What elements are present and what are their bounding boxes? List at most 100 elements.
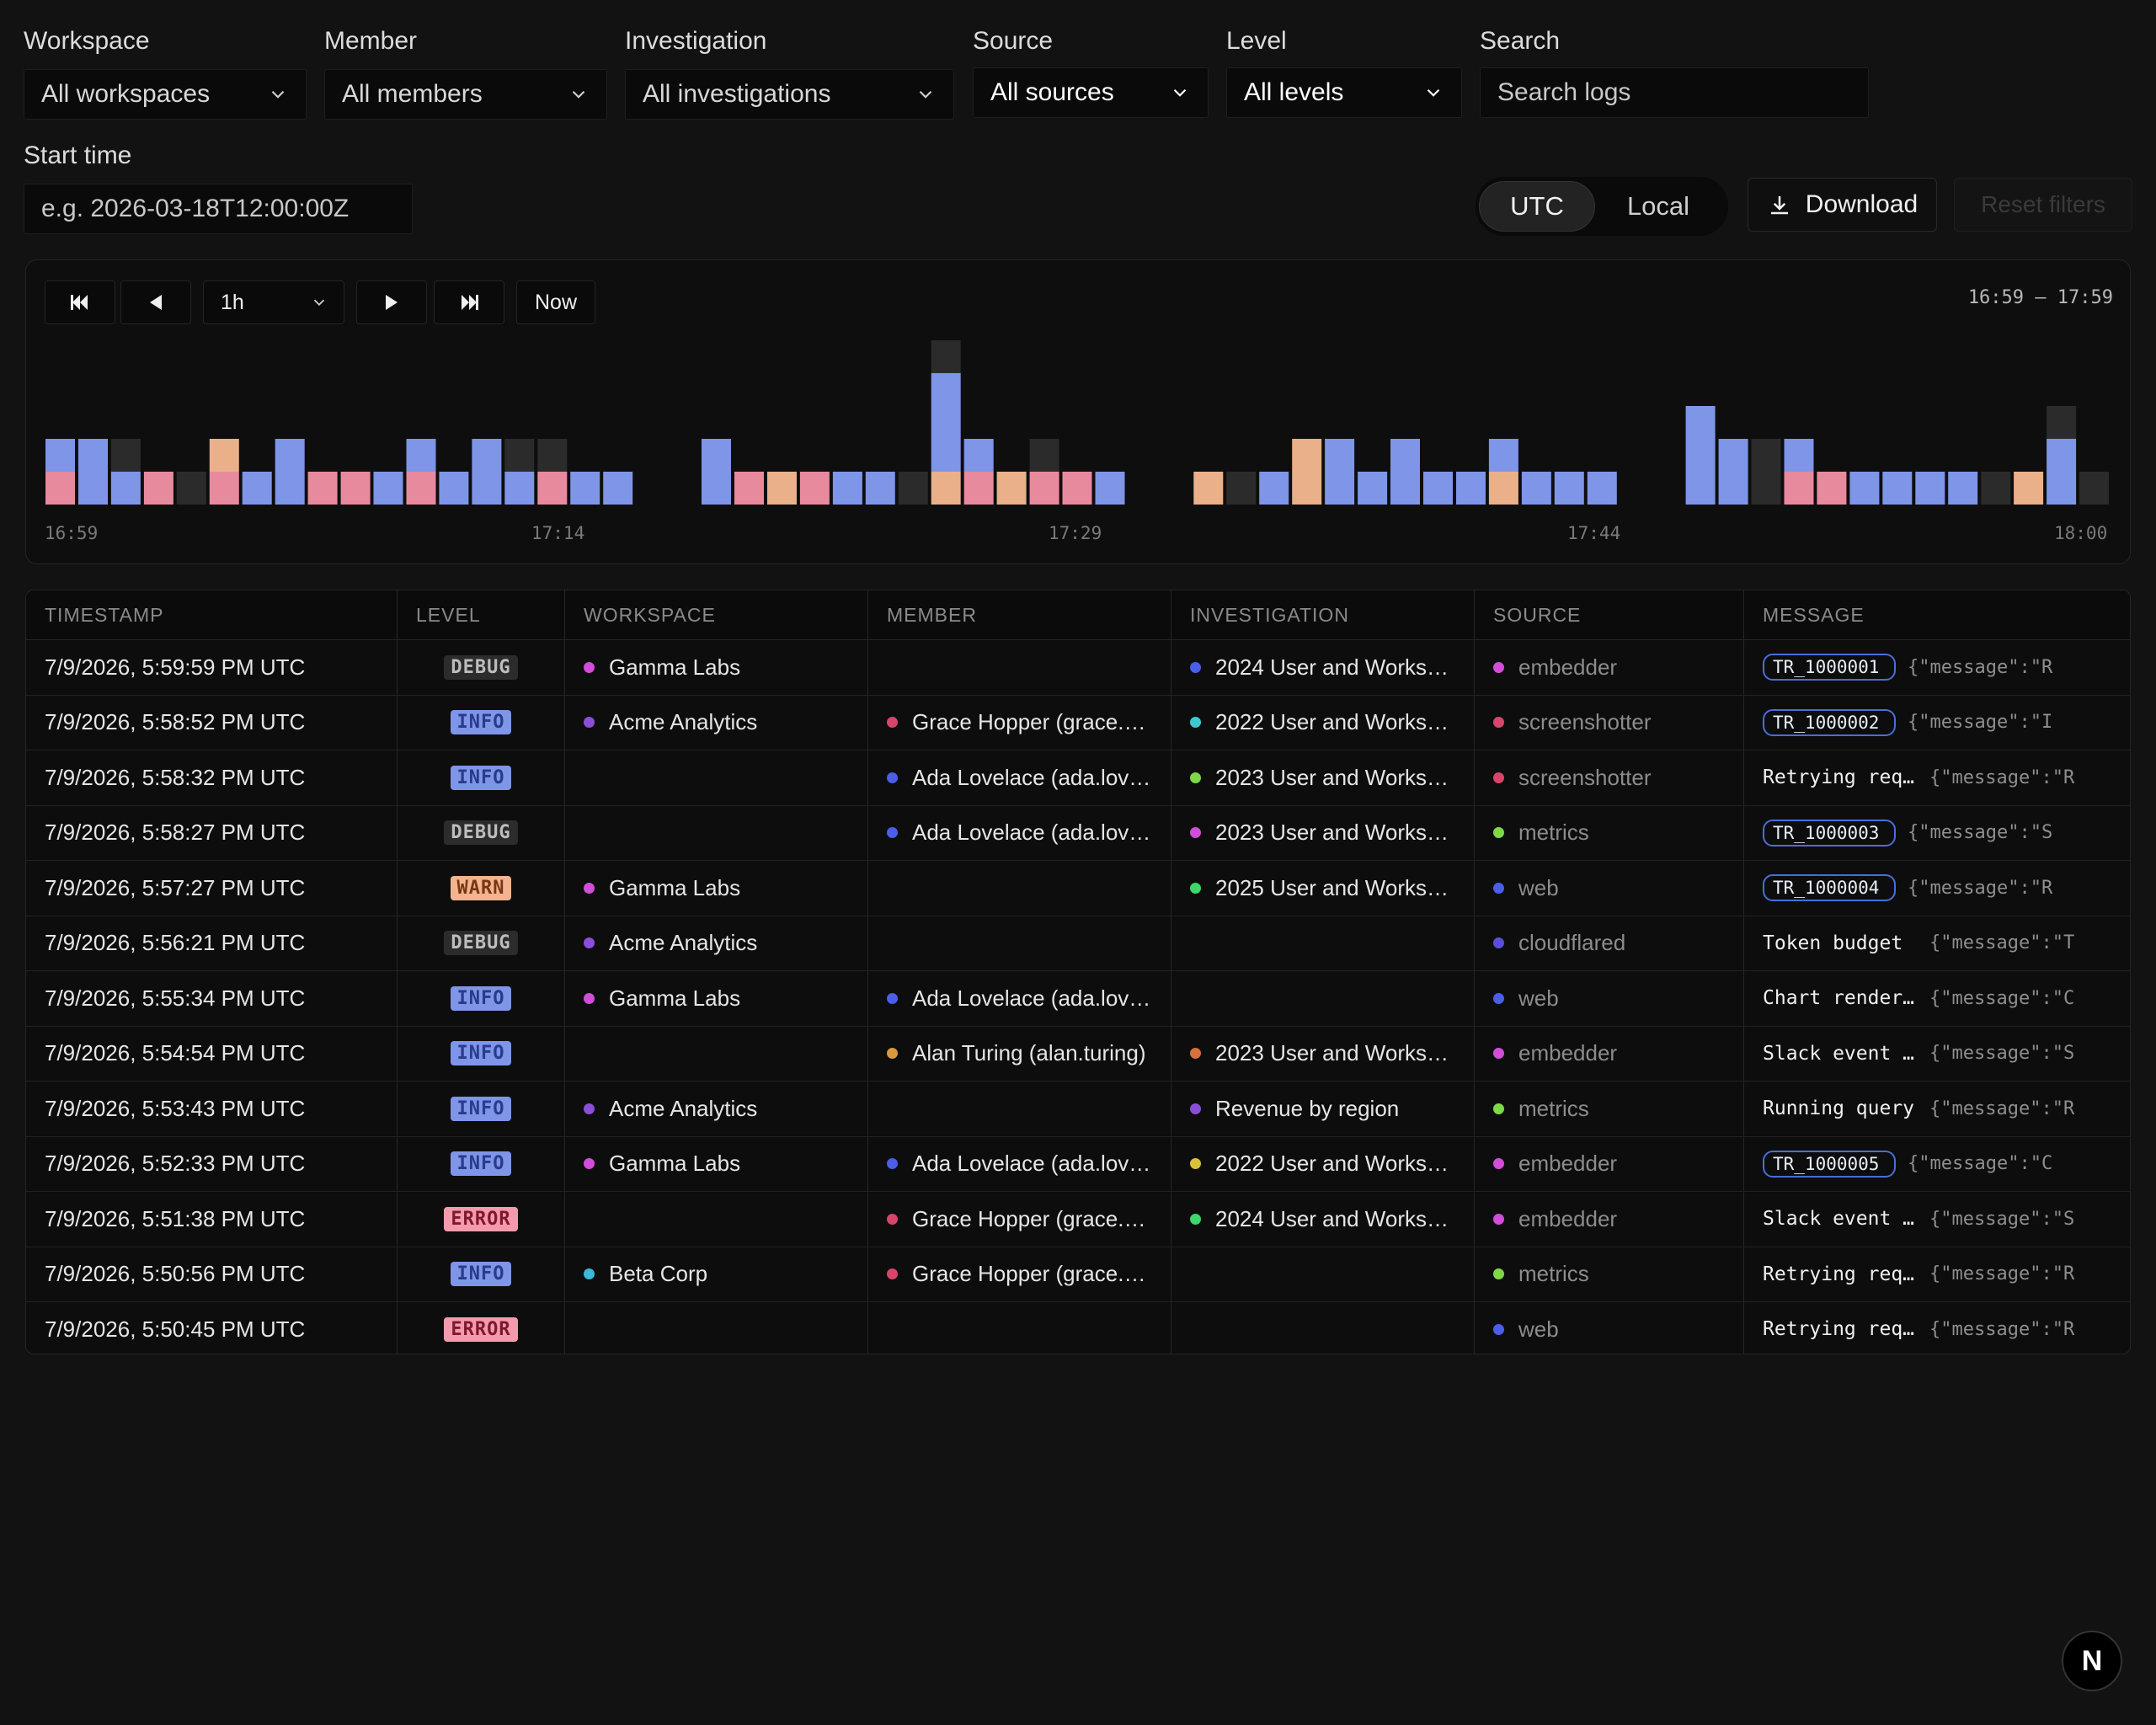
trace-id-pill[interactable]: TR_1000005 (1763, 1150, 1896, 1178)
trace-id-pill[interactable]: TR_1000001 (1763, 654, 1896, 681)
histogram-bar-info[interactable] (1685, 406, 1716, 505)
table-row[interactable]: 7/9/2026, 5:57:27 PM UTC WARN Gamma Labs 20… (26, 861, 2130, 916)
histogram-bar-warn[interactable] (931, 472, 961, 505)
source-select[interactable]: All sources (973, 67, 1209, 118)
column-header-level[interactable]: LEVEL (398, 590, 565, 639)
histogram-bar-debug[interactable] (110, 439, 141, 472)
step-back-button[interactable] (120, 280, 191, 324)
table-row[interactable]: 7/9/2026, 5:51:38 PM UTC ERROR Grace Hoppe… (26, 1192, 2130, 1247)
histogram-bar-error[interactable] (307, 472, 338, 505)
histogram-bar-warn[interactable] (1292, 439, 1322, 505)
timezone-utc-option[interactable]: UTC (1479, 181, 1595, 232)
histogram-bar-warn[interactable] (2014, 472, 2044, 505)
histogram-bar-info[interactable] (1325, 439, 1355, 505)
table-row[interactable]: 7/9/2026, 5:50:56 PM UTC INFO Beta Corp Gra… (26, 1247, 2130, 1302)
histogram-bar-info[interactable] (439, 472, 469, 505)
histogram-bar-error[interactable] (45, 472, 75, 505)
histogram-bar-info[interactable] (1554, 472, 1584, 505)
histogram-bar-error[interactable] (537, 472, 568, 505)
histogram-bar-debug[interactable] (931, 340, 961, 373)
histogram-bar-info[interactable] (2047, 439, 2077, 505)
histogram-bar-info[interactable] (1423, 472, 1453, 505)
histogram-bar-info[interactable] (110, 472, 141, 505)
histogram-bar-warn[interactable] (209, 439, 239, 472)
histogram-bar-warn[interactable] (1488, 472, 1518, 505)
histogram-bar-info[interactable] (1259, 472, 1289, 505)
histogram-bar-info[interactable] (570, 472, 600, 505)
jump-back-button[interactable] (45, 280, 115, 324)
start-time-input[interactable] (24, 184, 413, 234)
histogram-bar-info[interactable] (865, 472, 895, 505)
table-row[interactable]: 7/9/2026, 5:50:45 PM UTC ERROR web Retrying… (26, 1302, 2130, 1354)
table-row[interactable]: 7/9/2026, 5:58:32 PM UTC INFO Ada Lovelace… (26, 750, 2130, 806)
histogram-bar-error[interactable] (1062, 472, 1092, 505)
histogram-bar-info[interactable] (472, 439, 502, 505)
histogram-bar-debug[interactable] (898, 472, 928, 505)
histogram-bar-info[interactable] (1718, 439, 1748, 505)
histogram-bar-warn[interactable] (767, 472, 797, 505)
histogram-bar-debug[interactable] (1981, 472, 2011, 505)
histogram-bar-info[interactable] (1915, 472, 1945, 505)
next-dev-tools-button[interactable]: N (2062, 1631, 2122, 1691)
column-header-timestamp[interactable]: TIMESTAMP (26, 590, 398, 639)
table-row[interactable]: 7/9/2026, 5:54:54 PM UTC INFO Alan Turing … (26, 1026, 2130, 1081)
table-row[interactable]: 7/9/2026, 5:56:21 PM UTC DEBUG Acme Analyt… (26, 916, 2130, 971)
histogram-bar-info[interactable] (1882, 472, 1913, 505)
histogram-bar-error[interactable] (143, 472, 173, 505)
member-select[interactable]: All members (324, 69, 607, 120)
download-button[interactable]: Download (1748, 178, 1937, 232)
histogram-bar-error[interactable] (963, 472, 994, 505)
table-row[interactable]: 7/9/2026, 5:52:33 PM UTC INFO Gamma Labs Ad… (26, 1136, 2130, 1192)
column-header-source[interactable]: SOURCE (1475, 590, 1744, 639)
histogram-bar-info[interactable] (406, 439, 436, 472)
trace-id-pill[interactable]: TR_1000002 (1763, 708, 1896, 736)
reset-filters-button[interactable]: Reset filters (1954, 178, 2132, 232)
histogram-bar-info[interactable] (78, 439, 108, 505)
trace-id-pill[interactable]: TR_1000003 (1763, 819, 1896, 846)
event-histogram[interactable] (26, 260, 2132, 565)
timezone-local-option[interactable]: Local (1626, 191, 1690, 221)
histogram-bar-info[interactable] (242, 472, 272, 505)
now-button[interactable]: Now (516, 280, 595, 324)
histogram-bar-debug[interactable] (2079, 472, 2109, 505)
histogram-bar-error[interactable] (1029, 472, 1059, 505)
histogram-bar-error[interactable] (1784, 472, 1814, 505)
histogram-bar-debug[interactable] (176, 472, 206, 505)
histogram-bar-info[interactable] (1849, 472, 1880, 505)
histogram-bar-debug[interactable] (2047, 406, 2077, 439)
histogram-bar-debug[interactable] (537, 439, 568, 472)
table-row[interactable]: 7/9/2026, 5:55:34 PM UTC INFO Gamma Labs Ad… (26, 971, 2130, 1027)
column-header-workspace[interactable]: WORKSPACE (565, 590, 868, 639)
histogram-bar-info[interactable] (1521, 472, 1551, 505)
histogram-bar-info[interactable] (1587, 472, 1617, 505)
histogram-bar-info[interactable] (1095, 472, 1125, 505)
histogram-bar-info[interactable] (275, 439, 305, 505)
histogram-bar-error[interactable] (1817, 472, 1847, 505)
histogram-bar-error[interactable] (406, 472, 436, 505)
histogram-bar-info[interactable] (1488, 439, 1518, 472)
histogram-bar-debug[interactable] (1226, 472, 1257, 505)
histogram-bar-info[interactable] (1390, 439, 1420, 505)
histogram-bar-error[interactable] (734, 472, 764, 505)
histogram-bar-info[interactable] (1784, 439, 1814, 472)
histogram-bar-info[interactable] (504, 472, 535, 505)
trace-id-pill[interactable]: TR_1000004 (1763, 874, 1896, 902)
workspace-select[interactable]: All workspaces (24, 69, 307, 120)
histogram-bar-error[interactable] (799, 472, 830, 505)
histogram-bar-info[interactable] (1948, 472, 1978, 505)
investigation-select[interactable]: All investigations (625, 69, 954, 120)
column-header-message[interactable]: MESSAGE (1763, 603, 1865, 626)
histogram-bar-error[interactable] (209, 472, 239, 505)
histogram-bar-info[interactable] (832, 472, 862, 505)
level-select[interactable]: All levels (1226, 67, 1462, 118)
histogram-bar-info[interactable] (1456, 472, 1486, 505)
table-row[interactable]: 7/9/2026, 5:59:59 PM UTC DEBUG Gamma Labs 2… (26, 640, 2130, 696)
column-header-investigation[interactable]: INVESTIGATION (1171, 590, 1475, 639)
histogram-bar-warn[interactable] (1193, 472, 1224, 505)
step-forward-button[interactable] (356, 280, 427, 324)
histogram-bar-debug[interactable] (1751, 439, 1781, 505)
histogram-bar-info[interactable] (45, 439, 75, 472)
histogram-bar-debug[interactable] (504, 439, 535, 472)
jump-forward-button[interactable] (434, 280, 504, 324)
histogram-bar-info[interactable] (1358, 472, 1388, 505)
